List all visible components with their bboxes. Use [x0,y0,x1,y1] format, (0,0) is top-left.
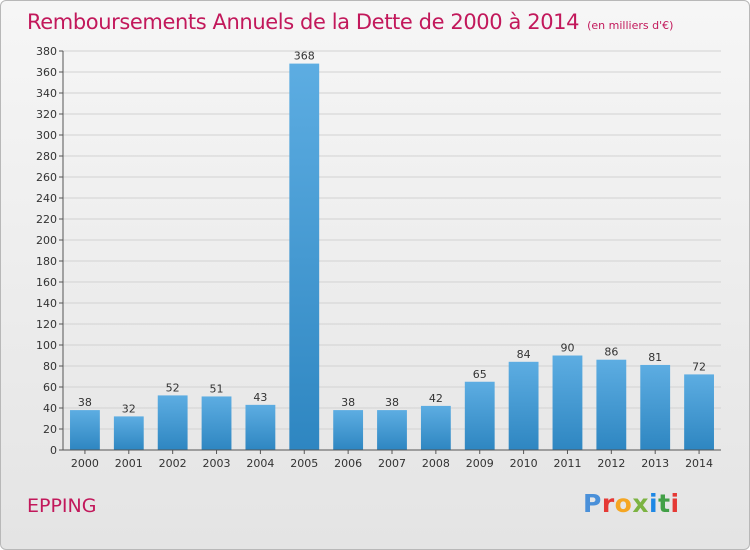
bar [684,374,714,450]
x-tick-label: 2013 [641,457,669,470]
x-tick-label: 2002 [159,457,187,470]
x-tick-label: 2000 [71,457,99,470]
y-tick-label: 80 [43,360,57,373]
logo-letter: t [658,489,671,518]
chart-title-text: Remboursements Annuels de la Dette de 20… [27,10,580,34]
y-tick-label: 300 [36,129,57,142]
y-tick-label: 0 [50,444,57,457]
bar-value-label: 51 [210,382,224,395]
logo-letter: i [649,489,659,518]
bar [157,395,188,450]
bar [245,404,276,450]
bars: 38 32 52 51 43 368 38 38 42 65 84 90 86 81 72 [70,50,714,450]
proxiti-logo: Proxiti [583,489,680,518]
bar-value-label: 43 [253,391,267,404]
bar-value-label: 42 [429,392,443,405]
bar-value-label: 90 [560,342,574,355]
logo-letter: i [670,489,680,518]
y-tick-label: 40 [43,402,57,415]
commune-name: EPPING [27,495,97,517]
logo-letter: r [601,489,615,518]
bar-value-label: 86 [604,346,618,359]
bar-value-label: 52 [166,381,180,394]
x-tick-label: 2003 [203,457,231,470]
bar-value-label: 38 [341,396,355,409]
y-tick-label: 340 [36,87,57,100]
y-tick-label: 240 [36,192,57,205]
x-tick-label: 2007 [378,457,406,470]
bar [464,381,495,450]
x-tick-label: 2001 [115,457,143,470]
logo-letter: x [632,489,649,518]
x-tick-label: 2008 [422,457,450,470]
bar-value-label: 32 [122,402,136,415]
chart-subtitle: (en milliers d'€) [587,19,674,32]
chart-title: Remboursements Annuels de la Dette de 20… [27,10,673,34]
x-axis: 2000 2001 2002 2003 2004 2005 2006 2007 2008 2009… [63,449,721,470]
bar-value-label: 72 [692,360,706,373]
logo-letter: P [583,489,602,518]
x-tick-label: 2010 [510,457,538,470]
x-tick-label: 2014 [685,457,713,470]
bar-value-label: 81 [648,351,662,364]
y-tick-label: 320 [36,108,57,121]
bar-value-label: 38 [385,396,399,409]
x-tick-label: 2005 [290,457,318,470]
bar [289,63,320,450]
x-tick-label: 2004 [246,457,274,470]
bar [333,410,364,450]
x-tick-label: 2006 [334,457,362,470]
bar [201,396,232,450]
bar-value-label: 84 [517,348,531,361]
bar [377,410,407,450]
bar [113,416,144,450]
x-tick-label: 2009 [466,457,494,470]
x-tick-label: 2011 [553,457,581,470]
y-tick-label: 200 [36,234,57,247]
y-tick-label: 100 [36,339,57,352]
y-tick-label: 260 [36,171,57,184]
y-axis: 0 20 40 60 80 100 120 140 160 180 200 220 240 260 280 3… [36,45,64,457]
bar [552,355,583,450]
bar [508,361,539,450]
bar [640,364,671,450]
y-tick-label: 220 [36,213,57,226]
x-tick-label: 2012 [597,457,625,470]
bar-value-label: 38 [78,396,92,409]
bar [70,410,100,450]
y-tick-label: 160 [36,276,57,289]
bar [420,405,451,450]
bar-value-label: 368 [294,50,315,63]
y-tick-label: 380 [36,45,57,58]
bar [596,359,627,450]
y-tick-label: 140 [36,297,57,310]
bar-value-label: 65 [473,368,487,381]
y-tick-label: 280 [36,150,57,163]
y-tick-label: 20 [43,423,57,436]
y-tick-label: 180 [36,255,57,268]
y-tick-label: 120 [36,318,57,331]
logo-letter: o [614,489,633,518]
y-tick-label: 360 [36,66,57,79]
y-tick-label: 60 [43,381,57,394]
